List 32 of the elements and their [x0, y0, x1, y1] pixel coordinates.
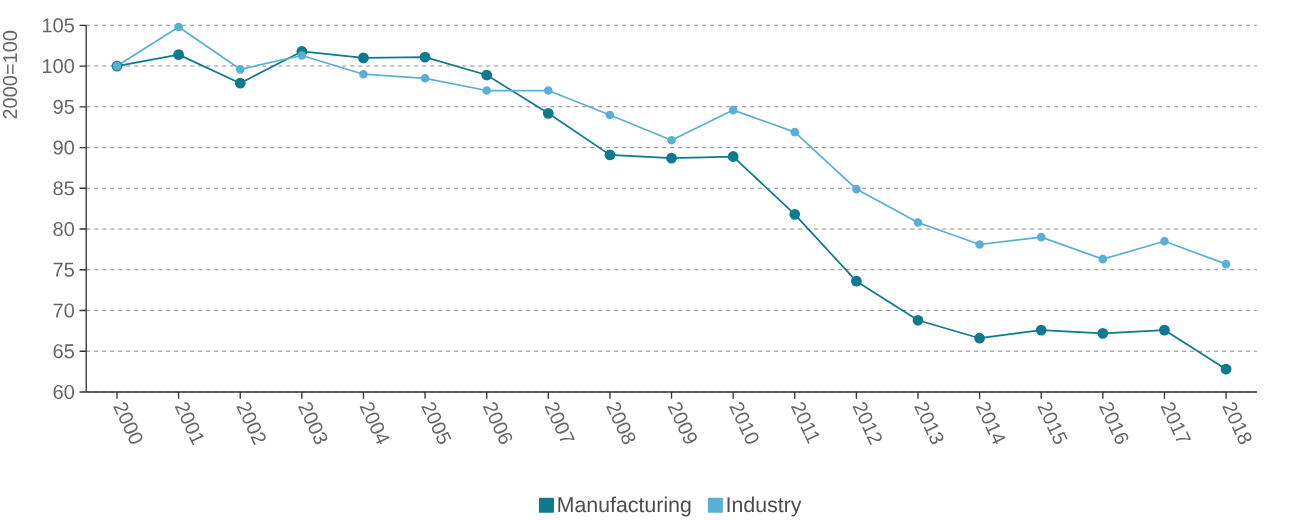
x-tick-label: 2003	[298, 402, 328, 445]
x-tick-label: 2015	[1037, 402, 1068, 445]
x-tick-label: 2000	[113, 402, 143, 444]
x-tick-label: 2001	[174, 402, 204, 446]
x-tick-label: 2007	[544, 402, 575, 441]
x-tick-label: 2004	[359, 402, 390, 445]
x-tick-label: 2014	[975, 402, 1006, 445]
x-tick-label: 2006	[482, 402, 513, 445]
x-tick-label: 2009	[667, 402, 697, 444]
x-tick-label: 2010	[729, 402, 759, 444]
x-tick-label: 2011	[790, 402, 820, 444]
y-axis-title: 2000=100	[2, 30, 18, 119]
y-tick-label: 100	[42, 58, 75, 74]
legend-label: Industry	[727, 496, 802, 517]
x-tick-label: 2012	[852, 402, 882, 446]
x-tick-label: 2008	[606, 402, 636, 445]
y-tick-label: 105	[42, 18, 74, 33]
y-tick-label: 70	[53, 303, 75, 318]
y-tick-label: 65	[53, 344, 74, 359]
x-tick-label: 2018	[1222, 402, 1252, 445]
y-tick-label: 80	[53, 221, 75, 237]
x-tick-label: 2002	[236, 402, 266, 446]
x-tick-label: 2016	[1099, 402, 1129, 445]
y-tick-label: 95	[53, 99, 74, 114]
y-tick-label: 85	[53, 181, 74, 196]
x-tick-label: 2005	[421, 402, 452, 445]
x-tick-label: 2013	[914, 402, 944, 445]
legend-label: Manufacturing	[558, 496, 691, 517]
y-tick-label: 75	[53, 262, 74, 277]
y-tick-label: 60	[53, 384, 75, 400]
y-tick-label: 90	[53, 140, 75, 155]
x-tick-label: 2017	[1160, 402, 1192, 441]
